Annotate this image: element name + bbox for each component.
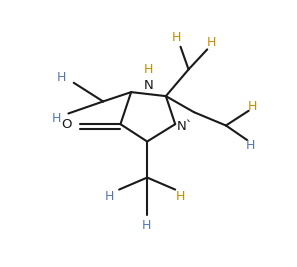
Text: H: H — [206, 36, 216, 49]
Text: H: H — [248, 100, 257, 113]
Text: H: H — [172, 31, 181, 44]
Text: H: H — [142, 219, 151, 232]
Text: N: N — [144, 79, 153, 92]
Text: O: O — [61, 118, 72, 131]
Text: H: H — [176, 190, 185, 203]
Text: H: H — [105, 190, 114, 203]
Text: H: H — [246, 139, 255, 152]
Text: N`: N` — [176, 120, 193, 132]
Text: H: H — [144, 64, 153, 76]
Text: H: H — [57, 71, 67, 84]
Text: H: H — [52, 112, 61, 125]
